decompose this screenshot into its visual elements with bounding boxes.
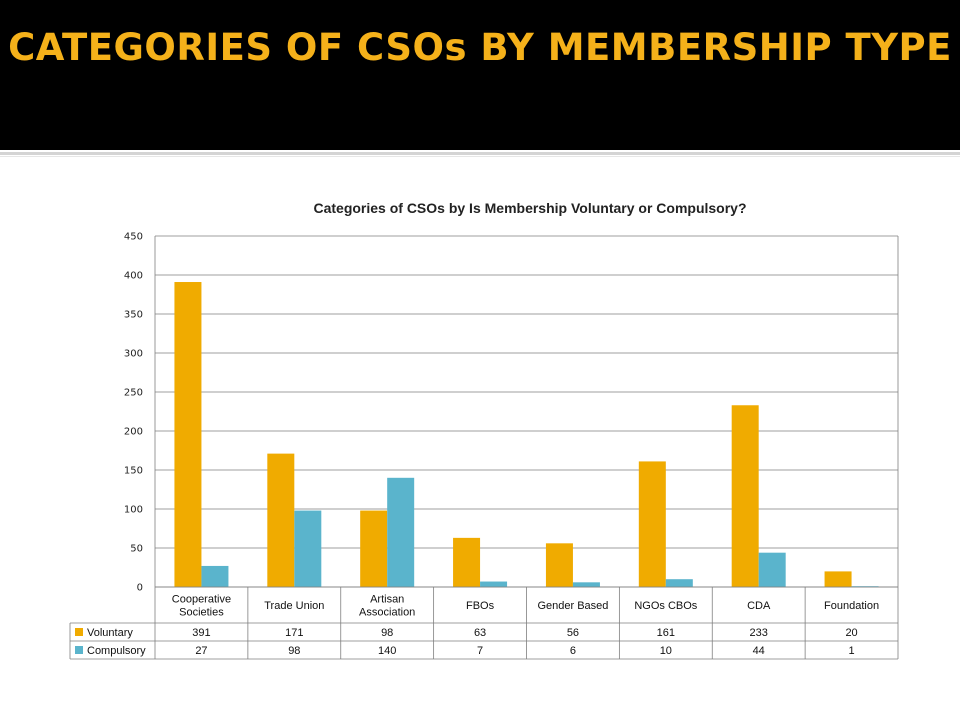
bar-compulsory xyxy=(480,581,508,587)
x-category-label: Societies xyxy=(179,607,224,619)
y-tick-label: 300 xyxy=(124,349,143,360)
bar-voluntary xyxy=(267,453,295,587)
bar-compulsory xyxy=(665,579,693,587)
legend-key-voluntary xyxy=(75,628,83,636)
data-label: 44 xyxy=(753,645,765,657)
x-category-label: Foundation xyxy=(824,600,879,612)
data-label: 27 xyxy=(195,645,207,657)
data-label: 140 xyxy=(378,645,396,657)
bar-voluntary xyxy=(453,537,481,587)
bar-voluntary xyxy=(545,543,573,587)
bar-compulsory xyxy=(294,510,322,587)
title-bar xyxy=(0,0,960,150)
bar-voluntary xyxy=(731,405,759,587)
data-label: 233 xyxy=(750,627,768,639)
data-label: 171 xyxy=(285,627,303,639)
x-category-label: CDA xyxy=(747,600,771,612)
y-tick-label: 200 xyxy=(124,427,143,438)
bar-compulsory xyxy=(572,582,600,587)
x-category-label: FBOs xyxy=(466,600,495,612)
data-label: 20 xyxy=(845,627,857,639)
x-category-label: Trade Union xyxy=(264,600,324,612)
y-tick-label: 150 xyxy=(124,466,143,477)
x-category-label: Gender Based xyxy=(537,600,608,612)
data-label: 56 xyxy=(567,627,579,639)
legend-label: Voluntary xyxy=(87,627,133,639)
x-category-label: Artisan xyxy=(370,594,404,606)
y-tick-label: 0 xyxy=(137,583,143,594)
y-tick-label: 50 xyxy=(130,544,143,555)
y-tick-label: 250 xyxy=(124,388,143,399)
data-label: 63 xyxy=(474,627,486,639)
data-label: 6 xyxy=(570,645,576,657)
bar-compulsory xyxy=(758,552,786,587)
bar-voluntary xyxy=(174,282,202,587)
data-label: 10 xyxy=(660,645,672,657)
data-label: 98 xyxy=(381,627,393,639)
y-tick-label: 450 xyxy=(124,232,143,243)
y-tick-label: 400 xyxy=(124,271,143,282)
legend-label: Compulsory xyxy=(87,645,146,657)
bar-voluntary xyxy=(824,571,852,587)
title-divider xyxy=(0,152,960,155)
bar-compulsory xyxy=(387,477,415,587)
legend-key-compulsory xyxy=(75,646,83,654)
slide-title: CATEGORIES OF CSOs BY MEMBERSHIP TYPE xyxy=(8,26,952,69)
bar-voluntary xyxy=(360,510,388,587)
bar-voluntary xyxy=(638,461,666,587)
y-tick-label: 100 xyxy=(124,505,143,516)
data-label: 7 xyxy=(477,645,483,657)
x-category-label: Cooperative xyxy=(172,594,231,606)
x-category-label: Association xyxy=(359,607,415,619)
title-divider-thin xyxy=(0,156,960,157)
bar-compulsory xyxy=(201,565,229,587)
data-label: 391 xyxy=(192,627,210,639)
chart-title: Categories of CSOs by Is Membership Volu… xyxy=(313,200,747,216)
x-category-label: NGOs CBOs xyxy=(634,600,697,612)
data-label: 1 xyxy=(849,645,855,657)
y-tick-label: 350 xyxy=(124,310,143,321)
data-label: 98 xyxy=(288,645,300,657)
data-label: 161 xyxy=(657,627,675,639)
